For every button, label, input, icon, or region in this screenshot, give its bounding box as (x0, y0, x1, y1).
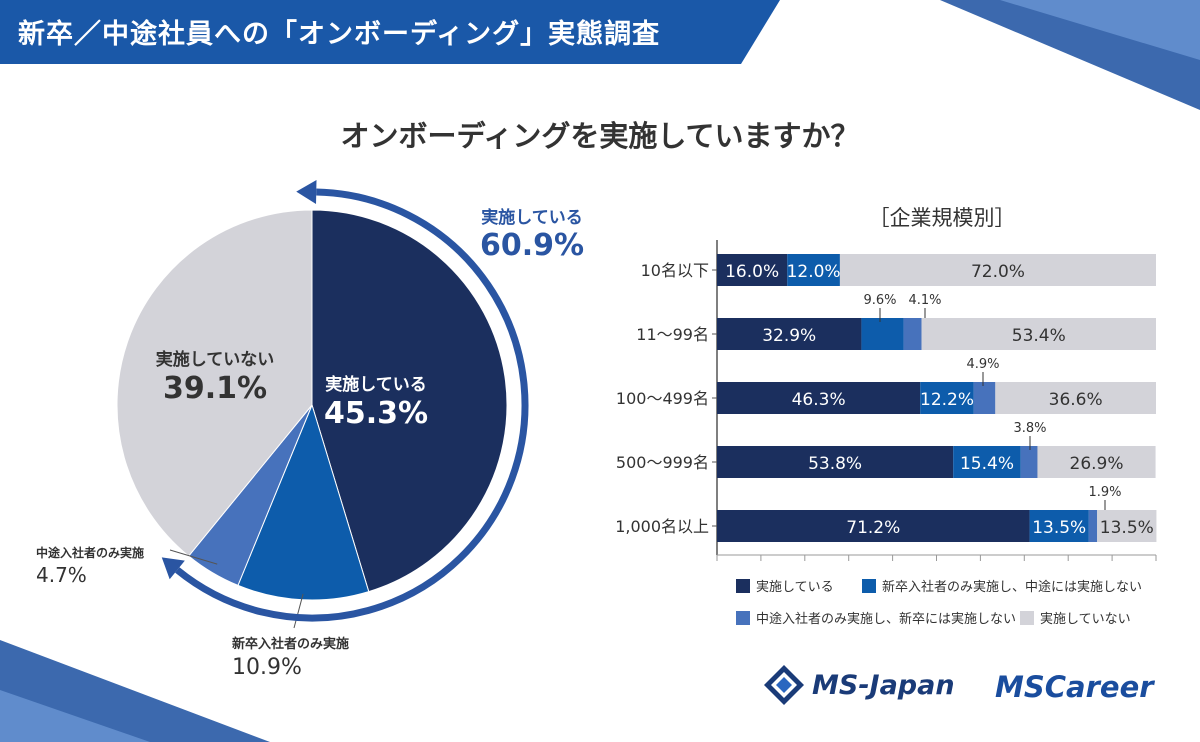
header-band (0, 0, 780, 64)
bar-segment-mid-only (1088, 510, 1098, 542)
value-label: 4.9% (966, 357, 999, 372)
chart-question: オンボーディングを実施していますか？ (340, 119, 860, 153)
implemented-arrow (161, 180, 529, 622)
value-label: 13.5% (1032, 518, 1086, 538)
bar-segment-mid-only (903, 318, 922, 350)
value-label: 12.0% (787, 262, 841, 282)
bar-segment-implemented (717, 446, 954, 478)
value-label: 15.4% (960, 454, 1014, 474)
value-label: 16.0% (725, 262, 779, 282)
ms-japan-logo: MS-Japan (762, 663, 955, 707)
category-label: 500〜999名 (616, 453, 709, 472)
value-label: 71.2% (846, 518, 900, 538)
bar-segment-not-implemented (1037, 446, 1156, 478)
ms-japan-emblem-icon (764, 665, 804, 705)
value-label: 53.4% (1012, 326, 1066, 346)
leader-line-mid-only (169, 549, 218, 565)
value-label: 9.6% (863, 293, 896, 308)
pie-chart (116, 209, 508, 629)
bar-segment-not-implemented (839, 254, 1156, 286)
legend-item-mid-only: 中途入社者のみ実施し、新卒には実施しない (736, 608, 1016, 627)
legend-item-new-only: 新卒入社者のみ実施し、中途には実施しない (862, 576, 1142, 595)
bar-segment-implemented (717, 382, 921, 414)
implemented-arc (175, 188, 529, 622)
bar-segment-not-implemented (1097, 510, 1157, 542)
legend-swatch (736, 578, 750, 593)
slice-label-new-only: 新卒入社者のみ実施 10.9% (232, 637, 350, 680)
slice-label-not-implemented: 実施していない 39.1% (155, 350, 275, 406)
bar-segment-implemented (717, 510, 1030, 542)
pie-slice-implemented (311, 209, 508, 593)
bar-segment-new-only (953, 446, 1021, 478)
page-title: 新卒／中途社員への「オンボーディング」実態調査 (18, 19, 661, 50)
bar-segment-implemented (717, 254, 788, 286)
bar-segment-new-only (861, 318, 904, 350)
slice-label-implemented: 実施している 45.3% (323, 375, 429, 431)
value-label: 36.6% (1049, 390, 1103, 410)
bar-chart-title: ［企業規模別］ (868, 206, 1016, 230)
ms-career-logo: MSCareer (995, 670, 1154, 704)
legend-swatch (862, 578, 876, 593)
category-label: 1,000名以上 (615, 517, 709, 536)
value-label: 13.5% (1100, 518, 1154, 538)
legend-swatch (1020, 610, 1034, 625)
bar-segment-mid-only (1020, 446, 1038, 478)
value-label: 3.8% (1013, 421, 1046, 436)
pie-slice-not-implemented (116, 209, 313, 557)
value-label: 32.9% (762, 326, 816, 346)
value-label: 53.8% (808, 454, 862, 474)
arrow-head-end (161, 557, 185, 580)
arrow-head-start (296, 180, 317, 205)
bar-segment-not-implemented (995, 382, 1156, 414)
deco-stripe-top-right-light (1000, 0, 1200, 60)
category-label: 11〜99名 (636, 325, 709, 344)
value-label: 72.0% (971, 262, 1025, 282)
bar-segment-implemented (717, 318, 862, 350)
slice-label-mid-only: 中途入社者のみ実施 4.7% (36, 546, 145, 587)
bar-segment-new-only (920, 382, 974, 414)
bar-segment-new-only (1029, 510, 1089, 542)
pie-slice-new-only (237, 403, 370, 601)
value-label: 1.9% (1088, 485, 1121, 500)
value-label: 12.2% (920, 390, 974, 410)
bar-segment-new-only (787, 254, 840, 286)
stacked-bar-chart: 10名以下 16.0% 12.0% 72.0% 11〜99名 32.9% 9.6% 4.1% 5… (615, 240, 1157, 561)
value-label: 46.3% (792, 390, 846, 410)
total-implemented-label: 実施している 60.9% (479, 208, 585, 263)
deco-stripe-bottom-left-light (0, 690, 150, 742)
value-label: 26.9% (1070, 454, 1124, 474)
legend-swatch (736, 610, 750, 625)
category-label: 100〜499名 (616, 389, 709, 408)
category-label: 10名以下 (641, 261, 709, 280)
legend-item-not-implemented: 実施していない (1020, 608, 1131, 627)
bar-segment-not-implemented (921, 318, 1156, 350)
legend-item-implemented: 実施している (736, 576, 834, 595)
bar-segment-mid-only (973, 382, 996, 414)
value-label: 4.1% (908, 293, 941, 308)
leader-line-new-only (293, 593, 304, 629)
